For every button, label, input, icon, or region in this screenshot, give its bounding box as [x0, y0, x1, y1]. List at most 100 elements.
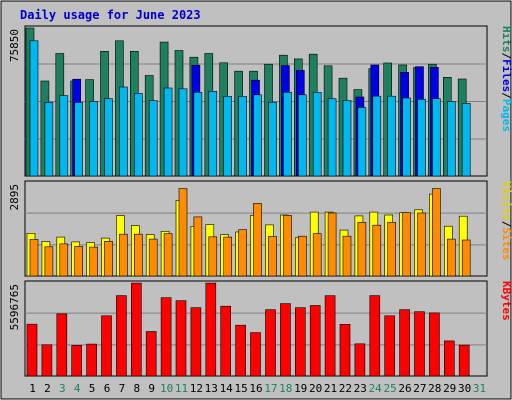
top-bar-pages-day-13: [208, 91, 218, 177]
day-label-20: 20: [309, 382, 322, 395]
bottom-bar-kbytes-day-25: [384, 315, 396, 377]
hits-files-pages-legend-part: Pages: [500, 99, 512, 132]
top-bar-pages-day-9: [148, 100, 158, 177]
day-label-2: 2: [44, 382, 51, 395]
middle-bar-sites-day-6: [104, 241, 113, 277]
day-label-8: 8: [133, 382, 140, 395]
middle-bar-sites-day-3: [59, 243, 69, 277]
top-bar-pages-day-10: [163, 87, 173, 177]
middle-bar-sites-day-30: [461, 239, 471, 277]
top-bar-pages-day-11: [178, 88, 188, 177]
hits-files-pages-legend-part: /: [500, 92, 512, 99]
top-bar-pages-day-15: [238, 96, 247, 177]
middle-bar-sites-day-1: [29, 239, 39, 277]
hits-files-pages-legend-part: Hits: [500, 26, 512, 53]
day-label-17: 17: [264, 382, 277, 395]
top-bar-pages-day-28: [432, 98, 441, 177]
top-bar-pages-day-2: [44, 102, 54, 177]
middle-bar-sites-day-14: [223, 236, 232, 277]
day-label-14: 14: [220, 382, 234, 395]
bottom-bar-kbytes-day-23: [354, 343, 366, 377]
day-label-28: 28: [428, 382, 441, 395]
bottom-bar-kbytes-day-7: [116, 295, 127, 377]
bottom-bar-kbytes-day-8: [131, 282, 142, 377]
bottom-bar-kbytes-day-19: [294, 307, 306, 377]
day-label-1: 1: [29, 382, 36, 395]
day-label-15: 15: [234, 382, 247, 395]
middle-bar-sites-day-24: [372, 224, 382, 277]
day-label-13: 13: [205, 382, 218, 395]
bottom-bar-kbytes-day-14: [220, 305, 231, 377]
middle-bars: [26, 188, 471, 277]
day-label-11: 11: [175, 382, 188, 395]
day-label-23: 23: [354, 382, 367, 395]
day-label-12: 12: [190, 382, 203, 395]
bottom-bar-kbytes-day-5: [86, 343, 97, 377]
middle-bar-sites-day-23: [357, 222, 367, 277]
middle-bar-sites-day-27: [417, 212, 426, 277]
top-bar-pages-day-27: [417, 99, 426, 177]
bottom-bar-kbytes-day-20: [309, 305, 321, 377]
bottom-bar-kbytes-day-29: [443, 340, 455, 377]
day-label-7: 7: [119, 382, 126, 395]
day-label-24: 24: [369, 382, 383, 395]
bottom-bar-kbytes-day-16: [250, 332, 261, 377]
bottom-bar-kbytes-day-17: [265, 309, 276, 377]
kbytes-legend-part: KBytes: [500, 281, 512, 321]
bottom-bar-kbytes-day-11: [175, 300, 187, 377]
day-label-3: 3: [59, 382, 66, 395]
visits-sites-legend: Visits/Sites: [500, 181, 512, 261]
top-bar-pages-day-7: [119, 86, 128, 177]
top-bar-pages-day-18: [283, 92, 292, 177]
middle-bar-sites-day-15: [238, 229, 247, 277]
top-bar-pages-day-12: [193, 92, 203, 177]
middle-bar-sites-day-8: [134, 233, 143, 277]
day-label-26: 26: [398, 382, 411, 395]
top-bar-pages-day-30: [461, 103, 471, 177]
day-label-22: 22: [339, 382, 352, 395]
bottom-bar-kbytes-day-22: [339, 323, 351, 377]
top-bar-pages-day-5: [89, 101, 98, 177]
day-label-25: 25: [383, 382, 396, 395]
bottom-bar-kbytes-day-30: [458, 344, 470, 377]
top-bar-pages-day-8: [134, 93, 143, 177]
middle-bar-sites-day-16: [253, 203, 262, 277]
middle-bar-sites-day-28: [432, 188, 441, 277]
top-bar-pages-day-20: [312, 92, 322, 177]
top-bar-pages-day-17: [268, 101, 277, 177]
day-label-29: 29: [443, 382, 456, 395]
middle-bar-sites-day-13: [208, 236, 218, 277]
day-label-16: 16: [249, 382, 262, 395]
bottom-bar-kbytes-day-28: [429, 312, 440, 377]
top-bar-pages-day-6: [104, 98, 113, 177]
top-bar-pages-day-14: [223, 96, 232, 177]
bottom-bar-kbytes-day-6: [101, 315, 112, 377]
middle-bar-sites-day-26: [402, 212, 411, 277]
top-bar-pages-day-21: [327, 98, 337, 177]
top-ymax-label: 75850: [8, 29, 21, 62]
top-bar-pages-day-25: [387, 95, 397, 177]
visits-sites-legend-part: /: [500, 221, 512, 228]
middle-bar-sites-day-9: [148, 238, 158, 277]
day-labels: 1 2 3 4 5 6 7 8 9 10 11 12 13 14 15 16 17 18 19 20 21 22 23 24 2…: [29, 382, 486, 395]
middle-bar-sites-day-21: [327, 212, 337, 277]
day-label-30: 30: [458, 382, 471, 395]
day-label-10: 10: [160, 382, 173, 395]
bottom-bar-kbytes-day-10: [160, 297, 172, 377]
day-label-5: 5: [89, 382, 96, 395]
middle-bar-sites-day-12: [193, 216, 203, 277]
bottom-ymax-label: 5596765: [8, 284, 21, 330]
bottom-bar-kbytes-day-18: [280, 303, 291, 377]
bottom-bar-kbytes-day-3: [56, 313, 68, 377]
middle-bar-sites-day-2: [44, 246, 54, 277]
visits-sites-legend-part: Sites: [500, 227, 512, 260]
bottom-bar-kbytes-day-15: [235, 324, 246, 377]
day-label-27: 27: [413, 382, 426, 395]
bottom-bar-kbytes-day-27: [414, 311, 425, 377]
middle-bar-sites-day-19: [297, 235, 307, 277]
top-bar-pages-day-4: [74, 102, 83, 177]
day-label-21: 21: [324, 382, 337, 395]
top-bar-pages-day-22: [342, 100, 352, 177]
middle-bar-sites-day-7: [119, 233, 128, 277]
day-label-4: 4: [74, 382, 81, 395]
